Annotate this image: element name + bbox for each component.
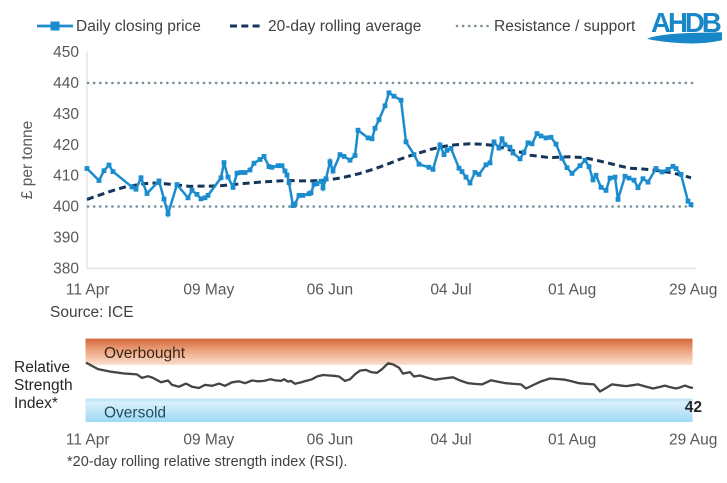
svg-text:Resistance / support: Resistance / support: [494, 18, 636, 35]
svg-text:Oversold: Oversold: [104, 405, 166, 422]
svg-text:Strength: Strength: [14, 377, 73, 394]
svg-text:420: 420: [53, 137, 79, 154]
svg-text:440: 440: [53, 75, 79, 92]
svg-text:01 Aug: 01 Aug: [548, 282, 596, 299]
svg-text:*20-day rolling relative stren: *20-day rolling relative strength index …: [67, 454, 347, 470]
svg-text:01 Aug: 01 Aug: [548, 432, 596, 449]
svg-text:380: 380: [53, 260, 79, 277]
svg-text:06 Jun: 06 Jun: [307, 432, 354, 449]
svg-text:Index*: Index*: [14, 395, 58, 412]
svg-text:410: 410: [53, 168, 79, 185]
svg-text:04 Jul: 04 Jul: [430, 432, 471, 449]
svg-text:430: 430: [53, 106, 79, 123]
svg-text:09 May: 09 May: [183, 282, 234, 299]
svg-text:09 May: 09 May: [183, 432, 234, 449]
svg-text:450: 450: [53, 44, 79, 61]
svg-text:06 Jun: 06 Jun: [307, 282, 354, 299]
svg-text:£ per tonne: £ per tonne: [19, 121, 36, 199]
svg-text:Daily closing price: Daily closing price: [76, 18, 201, 35]
svg-text:400: 400: [53, 199, 79, 216]
svg-text:42: 42: [685, 399, 702, 416]
svg-text:390: 390: [53, 230, 79, 247]
svg-text:Overbought: Overbought: [104, 345, 186, 362]
svg-text:Source: ICE: Source: ICE: [50, 304, 134, 321]
svg-text:29 Aug: 29 Aug: [669, 282, 717, 299]
svg-text:20-day rolling average: 20-day rolling average: [268, 18, 421, 35]
svg-text:11 Apr: 11 Apr: [66, 282, 110, 299]
svg-text:29 Aug: 29 Aug: [669, 432, 717, 449]
svg-text:04 Jul: 04 Jul: [430, 282, 471, 299]
svg-text:11 Apr: 11 Apr: [66, 432, 110, 449]
svg-text:Relative: Relative: [14, 359, 70, 376]
